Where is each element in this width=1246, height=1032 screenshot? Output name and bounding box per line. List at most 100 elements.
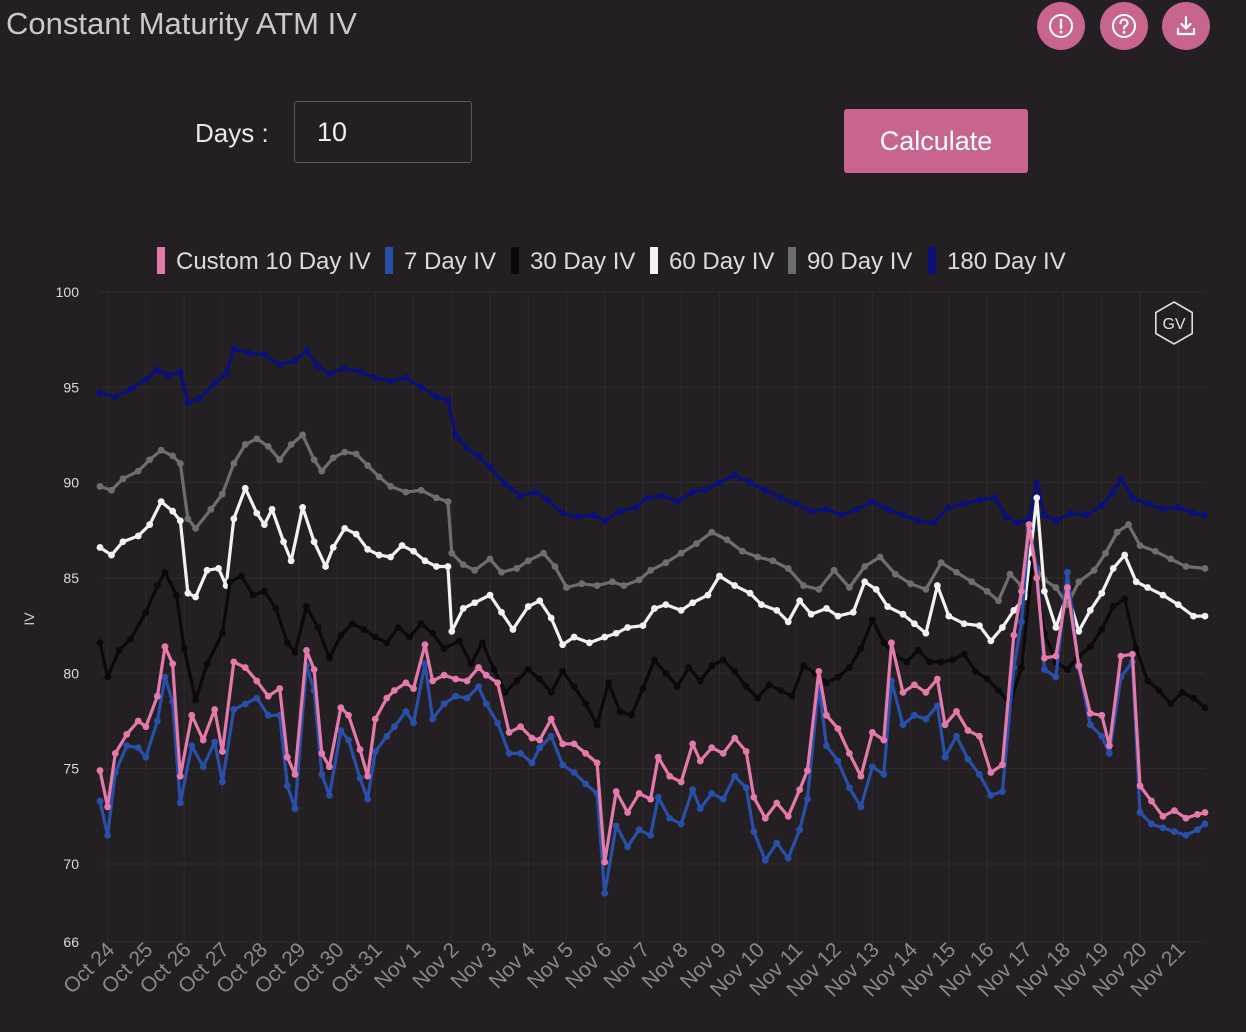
data-point <box>593 582 601 589</box>
data-point <box>976 622 983 630</box>
data-point <box>264 711 272 719</box>
data-point <box>146 521 154 528</box>
data-point <box>238 572 245 580</box>
data-point <box>211 380 219 387</box>
data-point <box>322 563 329 570</box>
data-point <box>1025 515 1033 523</box>
data-point <box>452 431 459 439</box>
data-point <box>1033 479 1041 486</box>
data-point <box>326 791 333 799</box>
data-point <box>612 822 620 830</box>
data-point <box>123 742 131 750</box>
data-point <box>341 364 349 372</box>
data-point <box>410 547 417 555</box>
data-point <box>157 446 165 454</box>
data-point <box>716 572 723 580</box>
data-point <box>352 450 360 458</box>
data-point <box>287 441 295 448</box>
data-point <box>345 736 352 744</box>
data-point <box>800 582 807 589</box>
data-point <box>823 505 830 513</box>
data-point <box>563 584 570 591</box>
data-point <box>134 467 142 475</box>
data-point <box>639 685 647 692</box>
data-point <box>157 498 165 506</box>
data-point <box>459 605 467 612</box>
data-point <box>134 744 142 752</box>
data-point <box>933 702 941 710</box>
y-tick-label: 70 <box>63 856 79 872</box>
data-point <box>119 475 127 483</box>
legend-label: 7 Day IV <box>404 248 496 275</box>
gv-logo-icon <box>1155 301 1193 345</box>
data-point <box>880 770 888 778</box>
days-input[interactable] <box>294 101 472 163</box>
data-point <box>505 729 513 736</box>
data-point <box>769 557 777 565</box>
data-point <box>570 769 578 776</box>
data-point <box>1098 589 1106 597</box>
data-point <box>719 749 727 757</box>
data-point <box>834 757 842 765</box>
data-point <box>1148 820 1155 828</box>
data-point <box>356 746 364 753</box>
data-point <box>987 791 995 799</box>
download-button[interactable] <box>1162 2 1210 50</box>
data-point <box>949 656 957 664</box>
data-point <box>700 486 708 494</box>
data-point <box>987 637 995 645</box>
data-point <box>452 692 459 700</box>
legend-label: 30 Day IV <box>530 248 635 275</box>
data-point <box>387 483 394 490</box>
data-point <box>1190 694 1197 702</box>
data-point <box>1041 666 1048 673</box>
data-point <box>222 370 230 378</box>
data-point <box>926 658 934 666</box>
data-point <box>509 626 517 633</box>
data-point <box>784 854 792 862</box>
data-point <box>440 700 448 708</box>
data-point <box>142 376 150 384</box>
data-point <box>1052 517 1060 525</box>
data-point <box>823 742 830 750</box>
data-point <box>337 704 345 712</box>
data-point <box>104 673 112 681</box>
info-button[interactable] <box>1037 2 1085 50</box>
data-point <box>276 360 284 368</box>
data-point <box>857 803 865 811</box>
legend-swatch <box>650 247 658 274</box>
data-point <box>253 677 261 685</box>
data-point <box>218 778 226 786</box>
data-point <box>153 692 161 700</box>
data-point <box>1132 578 1140 586</box>
data-point <box>1201 809 1209 816</box>
series-line <box>98 523 1207 864</box>
data-point <box>761 486 769 494</box>
data-point <box>1098 626 1106 633</box>
data-point <box>624 624 632 631</box>
data-point <box>933 675 941 683</box>
data-point <box>1052 624 1060 631</box>
data-point <box>846 784 853 792</box>
data-point <box>1121 595 1129 603</box>
legend-label: 180 Day IV <box>947 248 1066 275</box>
help-button[interactable] <box>1100 2 1148 50</box>
calculate-button[interactable]: Calculate <box>844 109 1028 173</box>
data-point <box>1075 627 1083 635</box>
data-point <box>402 374 410 382</box>
data-point <box>119 538 127 546</box>
data-point <box>639 622 647 630</box>
data-point <box>169 660 177 668</box>
data-point <box>995 597 1002 605</box>
data-point <box>176 460 184 467</box>
data-point <box>1025 521 1033 528</box>
data-point <box>788 692 796 700</box>
data-point <box>111 393 119 401</box>
data-point <box>1033 574 1041 582</box>
y-tick-label: 66 <box>63 934 79 950</box>
data-point <box>815 667 823 675</box>
data-point <box>276 456 284 464</box>
data-point <box>662 559 670 567</box>
data-point <box>601 889 609 897</box>
data-point <box>230 706 238 713</box>
